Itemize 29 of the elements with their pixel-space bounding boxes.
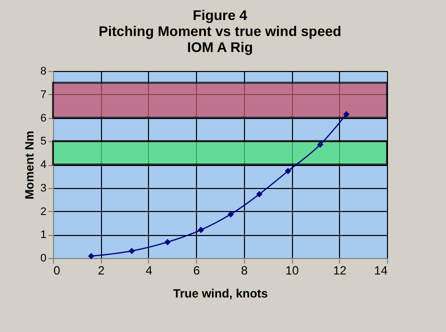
point	[284, 168, 292, 174]
x-tick-label: 0	[54, 264, 60, 278]
x-tick-label: 6	[193, 264, 200, 278]
point	[128, 248, 135, 254]
x-tick-label: 12	[333, 264, 347, 278]
y-tick-label: 4	[40, 159, 46, 171]
point	[88, 252, 94, 260]
x-tick-label: 4	[146, 264, 153, 278]
point	[343, 111, 350, 118]
y-tick-label: 7	[40, 88, 46, 101]
point	[164, 238, 171, 246]
y-axis-title: Moment Nm	[22, 130, 36, 200]
point	[198, 226, 204, 234]
point	[228, 211, 234, 218]
x-tick-label: 2	[98, 264, 105, 278]
y-tick-label: 2	[40, 206, 46, 218]
y-tick-label: 1	[40, 229, 46, 242]
y-tick-label: 5	[40, 136, 46, 148]
x-tick-label: 8	[241, 264, 248, 278]
point	[256, 191, 263, 198]
x-axis-title: True wind, knots	[173, 286, 268, 300]
chart-title: Figure 4 Pitching Moment vs true wind speed IOM A Rig	[98, 7, 342, 55]
point	[317, 141, 324, 148]
y-tick-label: 3	[40, 182, 46, 194]
x-tick-label: 10	[285, 264, 300, 278]
y-tick-label: 6	[40, 112, 46, 124]
x-tick-label: 14	[374, 264, 388, 278]
y-tick-label: 0	[40, 252, 46, 264]
y-tick-label: 8	[40, 66, 46, 78]
